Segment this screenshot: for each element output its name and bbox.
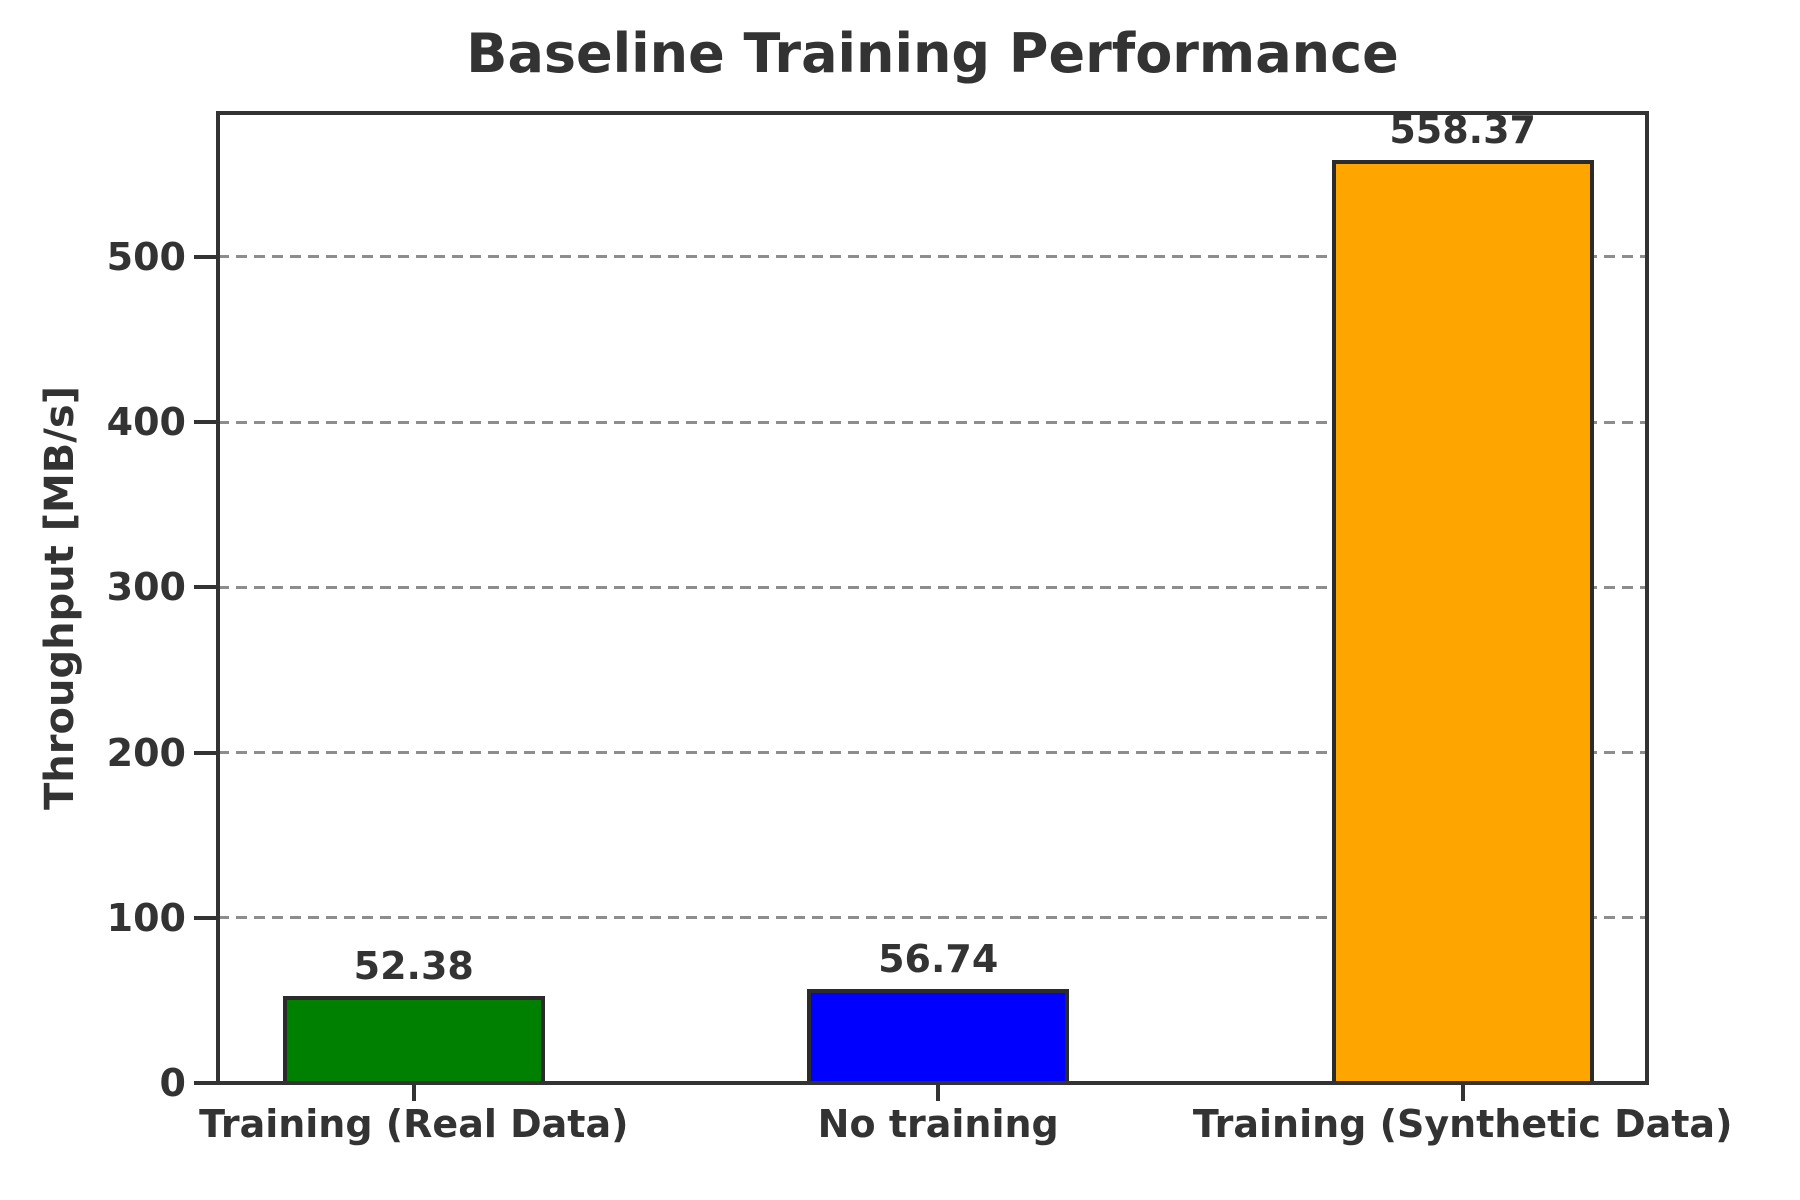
bar-value-label: 56.74 [878, 937, 999, 982]
y-gridline [218, 751, 1647, 754]
bar-1 [807, 989, 1070, 1083]
y-tick-mark [194, 1081, 218, 1085]
plot-area: 52.38 56.74 558.37 [194, 108, 1649, 1101]
x-tick-mark [936, 1083, 941, 1101]
y-tick-mark [194, 254, 218, 259]
y-tick-label: 200 [106, 730, 186, 775]
y-tick-label: 400 [106, 400, 186, 444]
y-gridline [218, 420, 1647, 424]
y-gridline [218, 255, 1647, 259]
y-tick-label: 100 [106, 895, 186, 940]
y-tick-mark [194, 420, 218, 424]
y-tick-mark [194, 915, 218, 920]
x-tick-mark [1460, 1083, 1465, 1101]
y-tick-label: 0 [159, 1061, 186, 1105]
left-spine [216, 111, 220, 1085]
y-tick-label: 500 [106, 234, 186, 279]
chart-title: Baseline Training Performance [466, 22, 1399, 85]
y-gridline [218, 916, 1647, 920]
x-tick-label: No training [817, 1102, 1059, 1146]
x-tick-mark [411, 1083, 416, 1101]
y-tick-mark [194, 585, 218, 590]
bar-value-label: 558.37 [1389, 108, 1536, 153]
y-tick-label: 300 [106, 565, 186, 610]
x-tick-label: Training (Real Data) [199, 1102, 629, 1146]
bar-0 [282, 996, 545, 1083]
y-tick-mark [194, 750, 218, 755]
bottom-spine [216, 1081, 1649, 1085]
x-tick-label: Training (Synthetic Data) [1192, 1102, 1733, 1146]
bar-value-label: 52.38 [353, 944, 474, 989]
right-spine [1645, 111, 1649, 1085]
y-gridline [218, 585, 1647, 589]
top-spine [216, 111, 1649, 115]
bar-2 [1331, 160, 1594, 1083]
